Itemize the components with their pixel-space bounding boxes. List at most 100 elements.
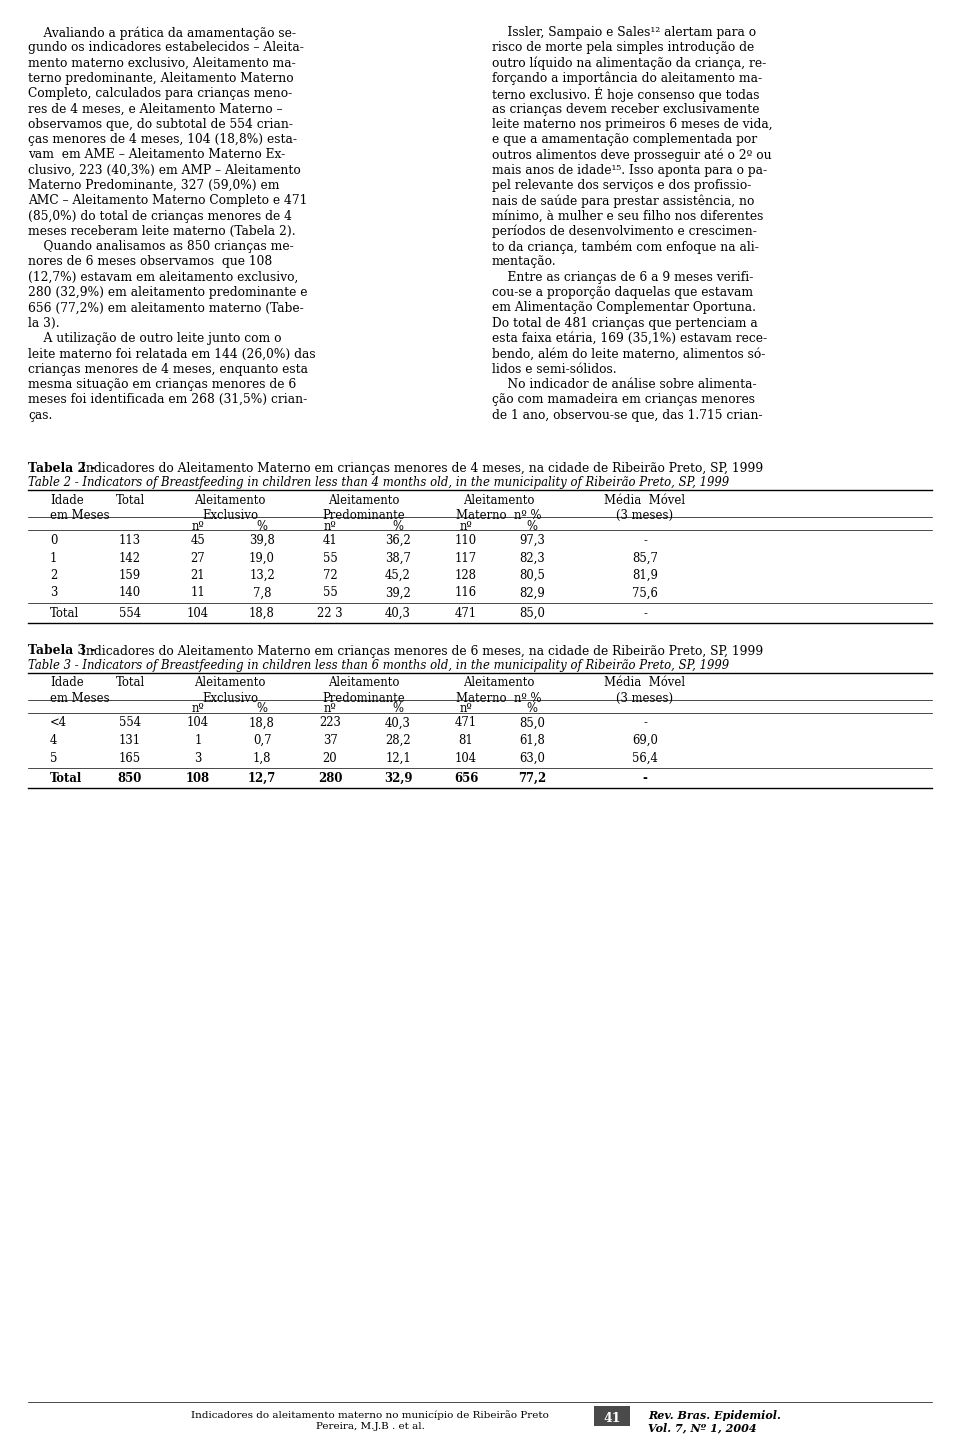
Text: Avaliando a prática da amamentação se-: Avaliando a prática da amamentação se- (28, 26, 296, 39)
Text: 81,9: 81,9 (632, 569, 658, 582)
Text: 63,0: 63,0 (519, 752, 545, 765)
Text: 12,7: 12,7 (248, 772, 276, 785)
Text: 22 3: 22 3 (317, 607, 343, 620)
Text: 82,3: 82,3 (519, 552, 545, 565)
Text: 12,1: 12,1 (385, 752, 411, 765)
Text: Aleitamento
Predominante: Aleitamento Predominante (323, 495, 405, 522)
Text: bendo, além do leite materno, alimentos só-: bendo, além do leite materno, alimentos … (492, 348, 765, 361)
Text: 280: 280 (318, 772, 342, 785)
Text: Vol. 7, Nº 1, 2004: Vol. 7, Nº 1, 2004 (648, 1422, 756, 1434)
Text: Quando analisamos as 850 crianças me-: Quando analisamos as 850 crianças me- (28, 240, 294, 253)
Text: nº: nº (460, 703, 472, 716)
Text: to da criança, também com enfoque na ali-: to da criança, também com enfoque na ali… (492, 240, 758, 253)
Text: nores de 6 meses observamos  que 108: nores de 6 meses observamos que 108 (28, 256, 273, 269)
Text: 108: 108 (186, 772, 210, 785)
Text: -: - (643, 533, 647, 546)
Text: 554: 554 (119, 607, 141, 620)
Text: terno exclusivo. É hoje consenso que todas: terno exclusivo. É hoje consenso que tod… (492, 88, 759, 102)
Text: 0,7: 0,7 (252, 733, 272, 746)
Text: 75,6: 75,6 (632, 587, 658, 600)
Text: mentação.: mentação. (492, 256, 557, 269)
Text: 850: 850 (118, 772, 142, 785)
Text: 21: 21 (191, 569, 205, 582)
Text: 116: 116 (455, 587, 477, 600)
Text: %: % (256, 521, 268, 533)
Text: %: % (526, 521, 538, 533)
Text: 4: 4 (50, 733, 58, 746)
Text: 117: 117 (455, 552, 477, 565)
Text: -: - (643, 716, 647, 729)
Text: meses receberam leite materno (Tabela 2).: meses receberam leite materno (Tabela 2)… (28, 224, 296, 237)
Text: esta faixa etária, 169 (35,1%) estavam rece-: esta faixa etária, 169 (35,1%) estavam r… (492, 332, 767, 345)
Text: nº: nº (324, 521, 336, 533)
Text: -: - (643, 607, 647, 620)
Text: nº: nº (324, 703, 336, 716)
Text: 45: 45 (191, 533, 205, 546)
Text: 61,8: 61,8 (519, 733, 545, 746)
Text: 85,0: 85,0 (519, 607, 545, 620)
Text: em Alimentação Complementar Oportuna.: em Alimentação Complementar Oportuna. (492, 302, 756, 315)
Text: 223: 223 (319, 716, 341, 729)
Text: (12,7%) estavam em aleitamento exclusivo,: (12,7%) estavam em aleitamento exclusivo… (28, 270, 299, 283)
Text: outros alimentos deve prosseguir até o 2º ou: outros alimentos deve prosseguir até o 2… (492, 148, 772, 162)
Text: 28,2: 28,2 (385, 733, 411, 746)
Text: risco de morte pela simples introdução de: risco de morte pela simples introdução d… (492, 42, 755, 55)
Text: 77,2: 77,2 (517, 772, 546, 785)
Text: lidos e semi-sólidos.: lidos e semi-sólidos. (492, 362, 616, 375)
Text: Total: Total (50, 607, 80, 620)
Text: 39,8: 39,8 (249, 533, 275, 546)
Text: Aleitamento
Materno  nº %: Aleitamento Materno nº % (456, 495, 541, 522)
Text: 3: 3 (194, 752, 202, 765)
Text: %: % (393, 703, 403, 716)
Text: 7,8: 7,8 (252, 587, 272, 600)
Text: 554: 554 (119, 716, 141, 729)
Text: 1: 1 (50, 552, 58, 565)
Text: 656: 656 (454, 772, 478, 785)
Text: observamos que, do subtotal de 554 crian-: observamos que, do subtotal de 554 crian… (28, 118, 293, 131)
Text: crianças menores de 4 meses, enquanto esta: crianças menores de 4 meses, enquanto es… (28, 362, 308, 375)
Text: 140: 140 (119, 587, 141, 600)
Text: A utilização de outro leite junto com o: A utilização de outro leite junto com o (28, 332, 281, 345)
Text: 27: 27 (191, 552, 205, 565)
Text: 55: 55 (323, 587, 337, 600)
Text: 128: 128 (455, 569, 477, 582)
Text: 85,0: 85,0 (519, 716, 545, 729)
Text: Tabela 2 -: Tabela 2 - (28, 462, 100, 475)
Text: Completo, calculados para crianças meno-: Completo, calculados para crianças meno- (28, 88, 292, 101)
Text: ção com mamadeira em crianças menores: ção com mamadeira em crianças menores (492, 393, 755, 406)
Text: Total: Total (115, 495, 145, 508)
Text: e que a amamentação complementada por: e que a amamentação complementada por (492, 134, 757, 147)
Text: nº: nº (192, 521, 204, 533)
Text: 471: 471 (455, 607, 477, 620)
Text: Total: Total (115, 676, 145, 689)
Text: mento materno exclusivo, Aleitamento ma-: mento materno exclusivo, Aleitamento ma- (28, 56, 296, 69)
Text: <4: <4 (50, 716, 67, 729)
Text: 110: 110 (455, 533, 477, 546)
Text: 656 (77,2%) em aleitamento materno (Tabe-: 656 (77,2%) em aleitamento materno (Tabe… (28, 302, 303, 315)
Text: 1: 1 (194, 733, 202, 746)
Text: 37: 37 (323, 733, 337, 746)
Text: 2: 2 (50, 569, 58, 582)
Text: 32,9: 32,9 (384, 772, 412, 785)
Text: de 1 ano, observou-se que, das 1.715 crian-: de 1 ano, observou-se que, das 1.715 cri… (492, 408, 762, 421)
Text: 55: 55 (323, 552, 337, 565)
Text: Aleitamento
Exclusivo: Aleitamento Exclusivo (194, 495, 266, 522)
Text: Indicadores do Aleitamento Materno em crianças menores de 4 meses, na cidade de : Indicadores do Aleitamento Materno em cr… (81, 462, 763, 475)
Text: 104: 104 (455, 752, 477, 765)
Text: clusivo, 223 (40,3%) em AMP – Aleitamento: clusivo, 223 (40,3%) em AMP – Aleitament… (28, 164, 300, 177)
Text: 45,2: 45,2 (385, 569, 411, 582)
Text: terno predominante, Aleitamento Materno: terno predominante, Aleitamento Materno (28, 72, 294, 85)
Text: 85,7: 85,7 (632, 552, 658, 565)
Text: AMC – Aleitamento Materno Completo e 471: AMC – Aleitamento Materno Completo e 471 (28, 194, 307, 207)
Text: Média  Móvel
(3 meses): Média Móvel (3 meses) (605, 495, 685, 522)
Text: cou-se a proporção daquelas que estavam: cou-se a proporção daquelas que estavam (492, 286, 754, 299)
Text: 82,9: 82,9 (519, 587, 545, 600)
Text: %: % (526, 703, 538, 716)
Text: res de 4 meses, e Aleitamento Materno –: res de 4 meses, e Aleitamento Materno – (28, 102, 282, 115)
FancyBboxPatch shape (594, 1406, 630, 1426)
Text: 19,0: 19,0 (249, 552, 275, 565)
Text: 142: 142 (119, 552, 141, 565)
Text: vam  em AME – Aleitamento Materno Ex-: vam em AME – Aleitamento Materno Ex- (28, 148, 285, 161)
Text: 0: 0 (50, 533, 58, 546)
Text: Aleitamento
Exclusivo: Aleitamento Exclusivo (194, 676, 266, 705)
